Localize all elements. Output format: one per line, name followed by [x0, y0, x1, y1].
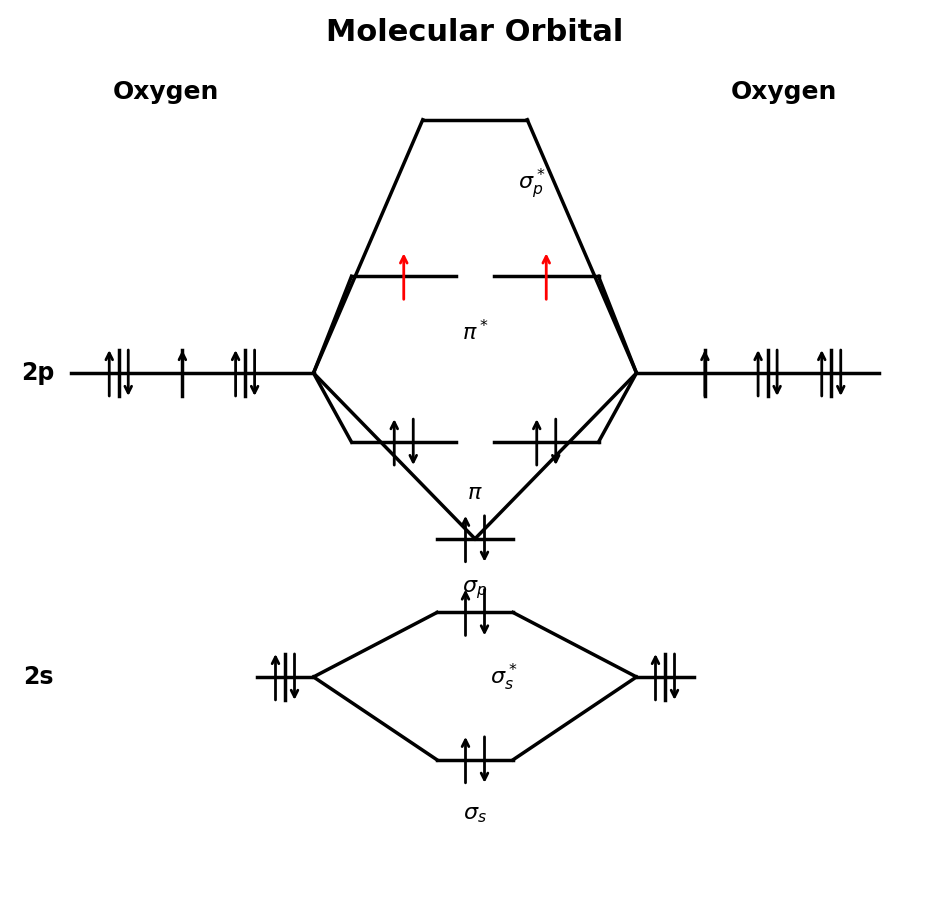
Text: $\pi^*$: $\pi^*$: [462, 319, 488, 344]
Text: Oxygen: Oxygen: [113, 80, 219, 104]
Text: Oxygen: Oxygen: [731, 80, 837, 104]
Text: $\pi$: $\pi$: [467, 483, 483, 503]
Text: $\sigma_s^*$: $\sigma_s^*$: [490, 661, 517, 693]
Text: $\sigma_p^*$: $\sigma_p^*$: [519, 167, 545, 202]
Text: $\sigma_s$: $\sigma_s$: [463, 805, 487, 825]
Text: $\sigma_p$: $\sigma_p$: [463, 578, 487, 600]
Text: Molecular Orbital: Molecular Orbital: [326, 17, 624, 47]
Text: 2s: 2s: [23, 665, 53, 689]
Text: 2p: 2p: [21, 361, 55, 385]
